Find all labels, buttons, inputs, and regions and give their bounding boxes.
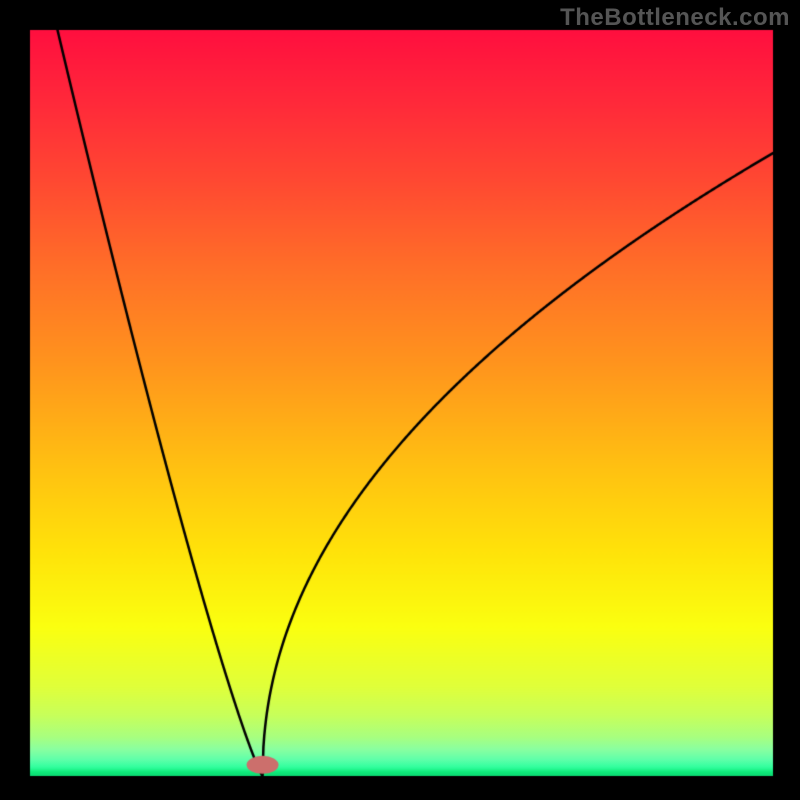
bottleneck-chart — [0, 0, 800, 800]
watermark-text: TheBottleneck.com — [560, 4, 790, 32]
chart-container: TheBottleneck.com — [0, 0, 800, 800]
